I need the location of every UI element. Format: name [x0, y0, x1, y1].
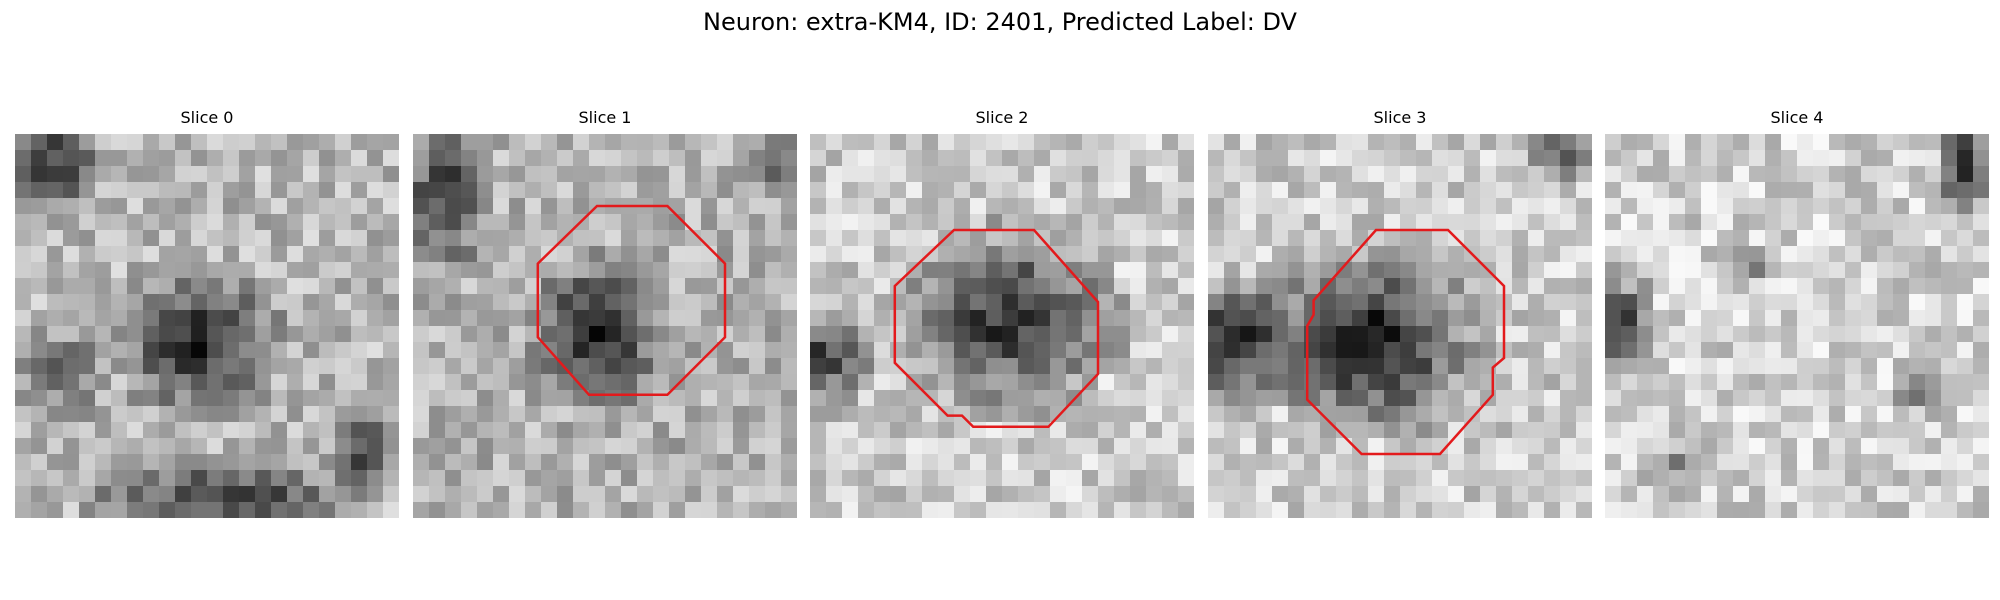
slice-image-3	[1208, 134, 1592, 518]
slice-title-3: Slice 3	[1373, 108, 1427, 127]
roi-outline-1	[536, 204, 727, 397]
slice-image-1	[413, 134, 797, 518]
slice-image-0	[15, 134, 399, 518]
slice-title-2: Slice 2	[975, 108, 1029, 127]
slice-pixels-4	[1605, 134, 1989, 518]
slice-pixels-2	[810, 134, 1194, 518]
slice-pixels-0	[15, 134, 399, 518]
roi-overlay-1	[536, 204, 727, 397]
slice-pixels-1	[413, 134, 797, 518]
slice-image-4	[1605, 134, 1989, 518]
roi-outline-3	[1305, 228, 1506, 456]
roi-outline-2	[893, 228, 1100, 429]
roi-overlay-2	[893, 228, 1100, 429]
slice-image-2	[810, 134, 1194, 518]
roi-overlay-3	[1305, 228, 1506, 456]
slice-title-1: Slice 1	[578, 108, 632, 127]
slice-title-4: Slice 4	[1770, 108, 1824, 127]
slice-title-0: Slice 0	[180, 108, 234, 127]
figure-title: Neuron: extra-KM4, ID: 2401, Predicted L…	[703, 8, 1297, 36]
